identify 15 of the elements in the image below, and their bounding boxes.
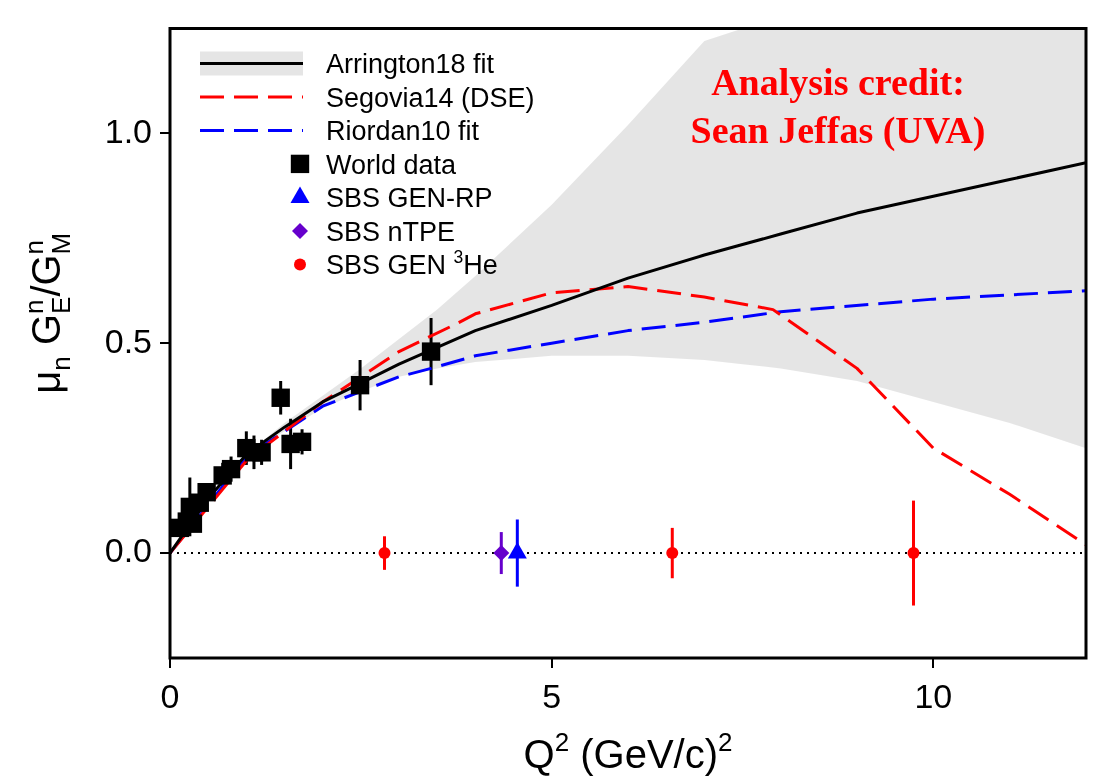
y-tick-label: 1.0	[104, 111, 152, 150]
legend-label: Segovia14 (DSE)	[326, 82, 535, 113]
x-tick-label: 10	[914, 676, 953, 715]
legend-label: World data	[326, 149, 458, 180]
y-tick-label: 0.0	[104, 531, 152, 570]
y-tick-label: 0.5	[104, 321, 152, 360]
legend-label: Arrington18 fit	[326, 49, 495, 80]
x-tick-label: 0	[160, 676, 180, 715]
y-axis-title: μn GEn/GMn	[19, 232, 76, 394]
annotation: Analysis credit:	[711, 61, 965, 103]
annotation: Sean Jeffas (UVA)	[690, 109, 986, 152]
x-tick-label: 5	[542, 676, 562, 715]
legend-label: Riordan10 fit	[326, 116, 480, 147]
legend-label: SBS GEN-RP	[326, 183, 493, 214]
legend-label: SBS nTPE	[326, 216, 456, 247]
